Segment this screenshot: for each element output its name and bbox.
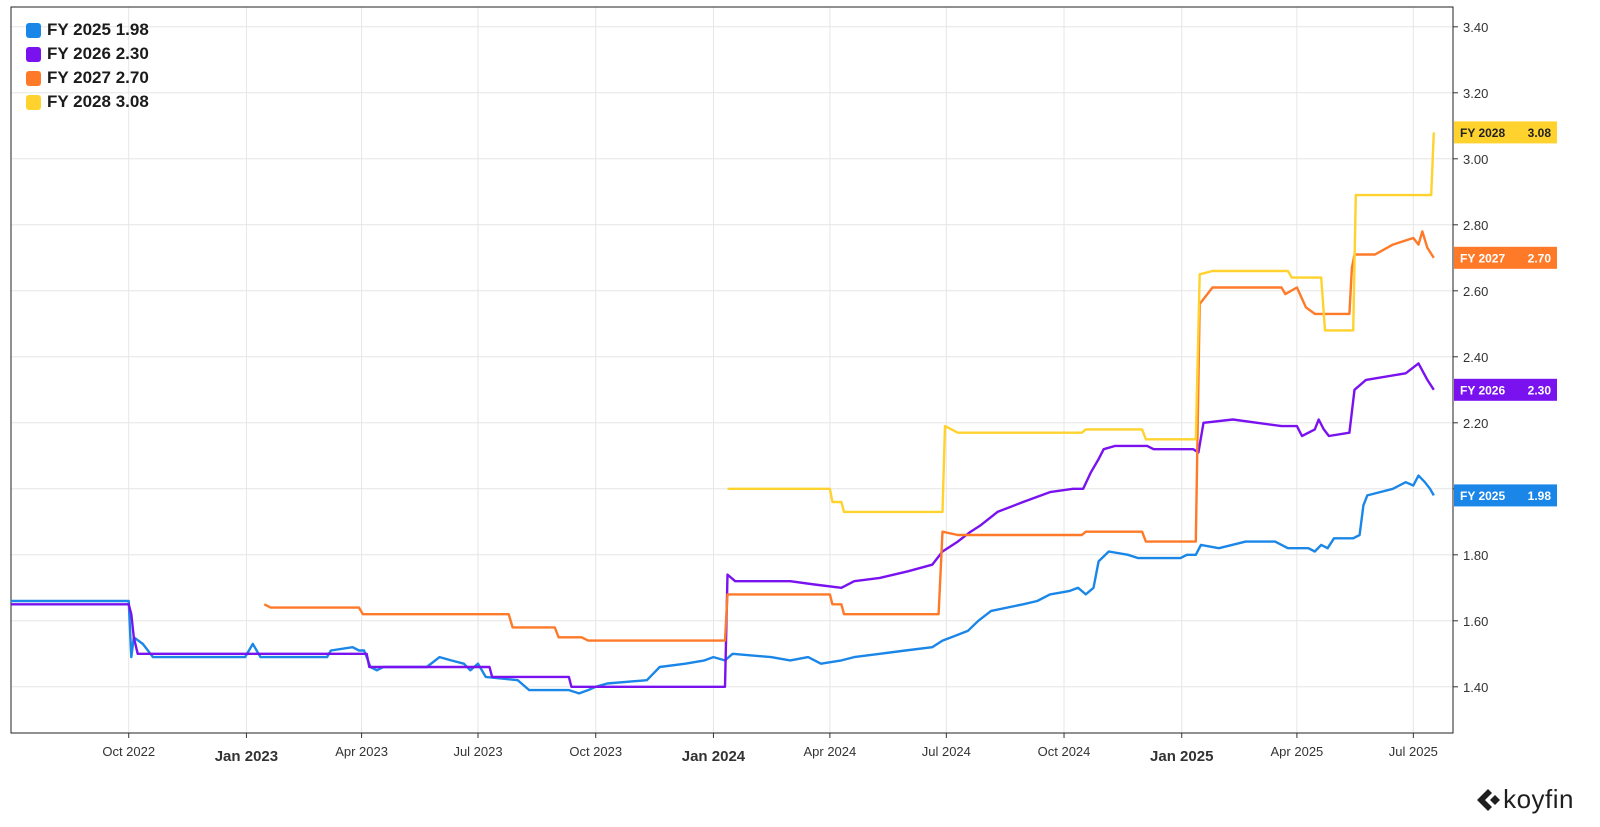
plot-area-border <box>10 6 1454 734</box>
series-line-fy2028 <box>727 132 1435 514</box>
last-value-tag-fy2026: FY 2026 2.30 <box>1454 378 1557 401</box>
legend-item-fy2027[interactable]: FY 2027 2.70 <box>26 66 149 90</box>
legend-item-fy2028[interactable]: FY 2028 3.08 <box>26 90 149 114</box>
koyfin-mark-icon <box>1477 788 1501 811</box>
last-value-tag-value: 3.08 <box>1528 126 1552 140</box>
x-tick-label: Oct 2023 <box>569 744 622 759</box>
last-value-tag-bg <box>1454 378 1557 401</box>
last-value-tag-fy2025: FY 2025 1.98 <box>1454 484 1557 507</box>
legend-item-fy2025[interactable]: FY 2025 1.98 <box>26 18 149 42</box>
last-value-tag-value: 2.30 <box>1528 383 1552 397</box>
legend-label: FY 2027 <box>47 68 111 87</box>
x-tick-label: Oct 2022 <box>102 744 155 759</box>
series-line-fy2025 <box>11 474 1435 695</box>
legend-value: 1.98 <box>115 20 149 39</box>
y-tick-label: 1.60 <box>1463 614 1488 629</box>
legend-swatch <box>26 46 41 62</box>
y-tick-label: 2.20 <box>1463 416 1488 431</box>
y-tick-label: 2.80 <box>1463 218 1488 233</box>
last-value-tag-bg <box>1454 246 1557 269</box>
x-tick-label: Apr 2023 <box>335 744 388 759</box>
x-tick-label: Apr 2025 <box>1271 744 1324 759</box>
x-tick-label: Jan 2023 <box>215 748 278 765</box>
y-tick-label: 3.20 <box>1463 86 1488 101</box>
x-tick-label: Jan 2025 <box>1150 748 1213 765</box>
last-value-tag-name: FY 2025 <box>1460 489 1505 503</box>
last-value-tag-name: FY 2028 <box>1460 126 1505 140</box>
legend-swatch <box>26 22 41 38</box>
x-tick-label: Jul 2023 <box>453 744 502 759</box>
x-tick-label: Jul 2024 <box>922 744 971 759</box>
series-line-fy2027 <box>263 230 1435 642</box>
legend-value: 2.30 <box>115 44 149 63</box>
last-value-tag-value: 1.98 <box>1528 489 1552 503</box>
grid-lines <box>11 7 1453 733</box>
y-tick-label: 3.40 <box>1463 20 1488 35</box>
y-tick-label: 1.80 <box>1463 548 1488 563</box>
y-axis: 1.401.601.802.002.202.402.602.803.003.20… <box>1453 20 1488 695</box>
last-value-tag-bg <box>1454 121 1557 144</box>
y-tick-label: 2.60 <box>1463 284 1488 299</box>
legend: FY 2025 1.98 FY 2026 2.30 FY 2027 2.70 F… <box>26 18 149 114</box>
legend-swatch <box>26 70 41 86</box>
legend-value: 2.70 <box>115 68 149 87</box>
legend-item-fy2026[interactable]: FY 2026 2.30 <box>26 42 149 66</box>
series-lines <box>11 132 1435 695</box>
legend-label: FY 2028 <box>47 92 111 111</box>
x-tick-label: Jul 2025 <box>1389 744 1438 759</box>
x-tick-label: Oct 2024 <box>1038 744 1091 759</box>
y-tick-label: 1.40 <box>1463 680 1488 695</box>
last-value-tag-name: FY 2026 <box>1460 383 1505 397</box>
brand-name: koyfin <box>1503 784 1574 814</box>
last-value-tag-fy2028: FY 2028 3.08 <box>1454 121 1557 144</box>
x-axis: Oct 2022 Jan 2023 Apr 2023 Jul 2023 Oct 2023… <box>102 733 1438 765</box>
series-line-fy2026 <box>11 362 1435 688</box>
last-value-tag-bg <box>1454 484 1557 507</box>
last-value-tag-fy2027: FY 2027 2.70 <box>1454 246 1557 269</box>
x-tick-label: Jan 2024 <box>682 748 746 765</box>
y-tick-label: 3.00 <box>1463 152 1488 167</box>
last-value-tags: FY 2025 1.98 FY 2026 2.30 FY 2027 2.70 FY 2028… <box>1454 121 1557 507</box>
legend-value: 3.08 <box>115 92 149 111</box>
legend-label: FY 2025 <box>47 20 111 39</box>
legend-swatch <box>26 94 41 110</box>
legend-label: FY 2026 <box>47 44 111 63</box>
last-value-tag-name: FY 2027 <box>1460 251 1505 265</box>
x-tick-label: Apr 2024 <box>803 744 856 759</box>
last-value-tag-value: 2.70 <box>1528 251 1552 265</box>
y-tick-label: 2.40 <box>1463 350 1488 365</box>
koyfin-logo: koyfin <box>1473 784 1574 815</box>
